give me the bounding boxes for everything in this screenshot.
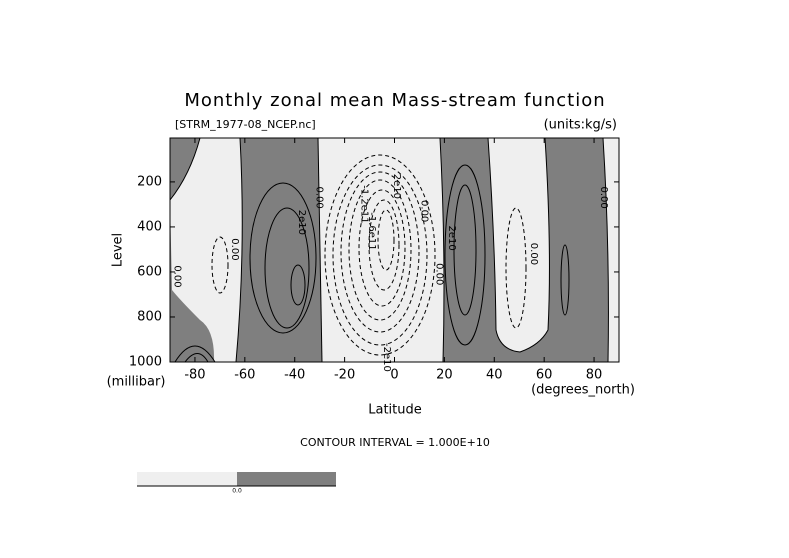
x-axis-label: Latitude <box>368 403 422 418</box>
colorbar-label: 0.0 <box>232 488 242 495</box>
contour-label: 0.00 <box>598 187 609 209</box>
colorbar-negative <box>137 472 237 486</box>
y-tick-label: 200 <box>137 174 162 189</box>
y-axis-label: Level <box>111 233 126 267</box>
contour-label: 0.00 <box>433 263 444 285</box>
x-tick-label: -40 <box>284 368 305 383</box>
units: (units:kg/s) <box>544 118 617 133</box>
x-tick-label: -20 <box>334 368 355 383</box>
contour-label: 0.00 <box>229 238 240 260</box>
contour-label: -1.6e11 <box>366 212 377 250</box>
colorbar-positive <box>237 472 336 486</box>
annotation: CONTOUR INTERVAL = 1.000E+10 <box>300 436 490 449</box>
y-tick-label: 1000 <box>129 355 162 370</box>
y-tick-label: 400 <box>137 219 162 234</box>
contour-label: 2e10 <box>391 174 402 199</box>
contour-label: 0.00 <box>314 187 325 209</box>
contour-field <box>170 138 619 362</box>
x-tick-label: 40 <box>486 368 503 383</box>
x-tick-label: 80 <box>586 368 603 383</box>
contour-lines <box>170 138 609 362</box>
contour-label: 2e10 <box>446 226 457 251</box>
chart-title: Monthly zonal mean Mass-stream function <box>184 90 605 111</box>
x-unit: (degrees_north) <box>531 383 635 398</box>
x-tick-label: 60 <box>536 368 553 383</box>
contour-label: 0.00 <box>528 243 539 265</box>
x-tick-label: -80 <box>184 368 205 383</box>
subtitle: [STRM_1977-08_NCEP.nc] <box>175 118 316 131</box>
contour-label: -1.2e11 <box>359 185 370 223</box>
negative-regions <box>170 138 619 362</box>
contour-label: 2e10 <box>296 210 307 235</box>
x-tick-label: 0 <box>390 368 398 383</box>
x-tick-label: -60 <box>234 368 255 383</box>
y-unit: (millibar) <box>107 375 166 390</box>
contour-label: 0.00 <box>171 265 182 287</box>
y-tick-label: 600 <box>137 264 162 279</box>
y-tick-label: 800 <box>137 309 162 324</box>
contour-label: -2e10 <box>381 343 392 372</box>
x-tick-label: 20 <box>436 368 453 383</box>
contour-label: 0.00 <box>418 200 429 222</box>
